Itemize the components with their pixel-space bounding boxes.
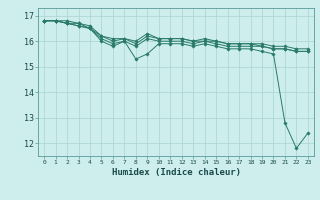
X-axis label: Humidex (Indice chaleur): Humidex (Indice chaleur) [111, 168, 241, 177]
